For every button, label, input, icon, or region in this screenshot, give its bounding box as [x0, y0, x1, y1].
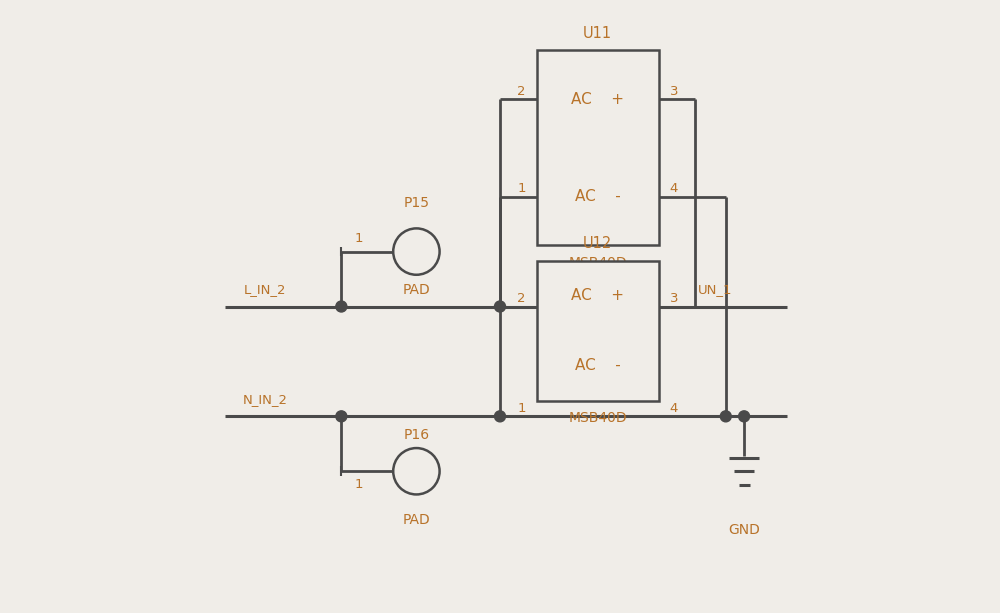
- Text: AC    +: AC +: [571, 288, 624, 303]
- Text: 1: 1: [517, 402, 526, 415]
- Circle shape: [495, 301, 505, 312]
- Text: PAD: PAD: [403, 513, 430, 527]
- Text: MSB40D: MSB40D: [568, 411, 627, 425]
- Circle shape: [495, 411, 505, 422]
- Text: L_IN_2: L_IN_2: [244, 283, 286, 296]
- Text: 3: 3: [670, 85, 678, 97]
- Text: P15: P15: [403, 196, 429, 210]
- Bar: [537, 261, 659, 401]
- Text: 1: 1: [354, 478, 363, 491]
- Text: AC    -: AC -: [575, 359, 621, 373]
- Text: PAD: PAD: [403, 283, 430, 297]
- Text: GND: GND: [728, 524, 760, 538]
- Circle shape: [336, 411, 347, 422]
- Circle shape: [393, 448, 440, 495]
- Text: 2: 2: [517, 85, 526, 97]
- Text: 4: 4: [670, 402, 678, 415]
- Text: 1: 1: [354, 232, 363, 245]
- Circle shape: [393, 229, 440, 275]
- Text: 2: 2: [517, 292, 526, 305]
- Circle shape: [739, 411, 750, 422]
- Text: AC    -: AC -: [575, 189, 621, 204]
- Text: U12: U12: [583, 236, 612, 251]
- Circle shape: [336, 301, 347, 312]
- Text: UN_1: UN_1: [698, 283, 733, 296]
- Text: 3: 3: [670, 292, 678, 305]
- Text: P16: P16: [403, 428, 429, 441]
- Circle shape: [720, 411, 731, 422]
- Text: AC    +: AC +: [571, 91, 624, 107]
- Text: U11: U11: [583, 26, 612, 40]
- Text: 1: 1: [517, 182, 526, 195]
- Bar: [537, 50, 659, 245]
- Text: N_IN_2: N_IN_2: [243, 393, 288, 406]
- Text: 4: 4: [670, 182, 678, 195]
- Text: MSB40D: MSB40D: [568, 256, 627, 270]
